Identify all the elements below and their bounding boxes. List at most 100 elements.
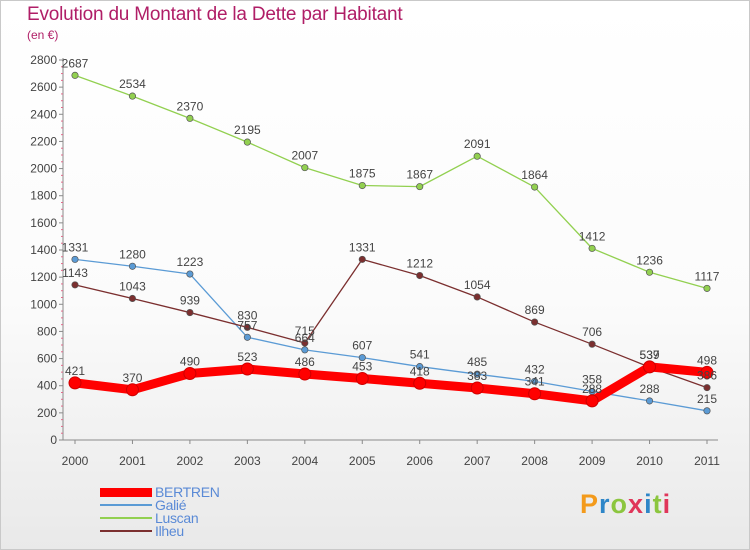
- x-tick-label: 2010: [636, 454, 663, 468]
- data-label: 498: [697, 353, 717, 367]
- x-tick-label: 2004: [291, 454, 318, 468]
- data-label: 539: [640, 348, 660, 362]
- y-tick-label: 0: [50, 433, 57, 447]
- x-tick-label: 2000: [62, 454, 89, 468]
- data-point: [301, 346, 309, 354]
- data-point: [531, 183, 539, 191]
- data-point: [416, 183, 424, 191]
- series-line-bertren: [70, 362, 712, 406]
- data-point: [358, 255, 366, 263]
- data-point: [358, 181, 366, 190]
- data-label: 1412: [579, 229, 606, 243]
- y-tick-label: 2600: [30, 80, 57, 94]
- x-tick-label: 2006: [406, 454, 433, 468]
- data-label: 490: [180, 355, 200, 369]
- data-label: 370: [122, 371, 142, 385]
- data-point: [703, 284, 711, 292]
- x-tick-label: 2001: [119, 454, 146, 468]
- data-label: 757: [237, 318, 257, 332]
- data-point: [588, 340, 596, 348]
- data-label: 2534: [119, 77, 146, 91]
- data-point: [186, 270, 194, 278]
- legend-label: Galié: [155, 497, 187, 513]
- data-point: [473, 152, 481, 160]
- data-point: [301, 164, 309, 172]
- data-point: [585, 394, 599, 408]
- legend-swatch: [100, 504, 152, 506]
- data-label: 1864: [521, 168, 548, 182]
- legend-item: Ilheu: [100, 523, 300, 539]
- x-tick-label: 2005: [349, 454, 376, 468]
- data-label: 341: [525, 375, 545, 389]
- chart-subtitle: (en €): [27, 28, 59, 42]
- data-label: 1212: [406, 257, 433, 271]
- data-label: 1331: [62, 240, 89, 254]
- data-point: [243, 323, 251, 331]
- data-label: 1331: [349, 240, 376, 254]
- y-tick-label: 200: [37, 406, 57, 420]
- legend-swatch: [100, 530, 152, 532]
- data-label: 1280: [119, 247, 146, 261]
- logo-letter: t: [652, 489, 663, 519]
- legend-item: Galié: [100, 497, 300, 513]
- data-label: 2687: [62, 56, 89, 70]
- logo-letter: P: [580, 489, 600, 519]
- data-label: 1143: [62, 266, 88, 280]
- data-point: [301, 339, 309, 347]
- data-point: [700, 365, 714, 379]
- data-point: [588, 244, 596, 252]
- x-tick-label: 2008: [521, 454, 548, 468]
- series-line-luscan: [74, 74, 708, 290]
- data-point: [183, 367, 197, 380]
- data-label: 1236: [636, 253, 663, 267]
- y-tick-label: 1200: [30, 270, 57, 284]
- logo-letter: i: [644, 489, 653, 519]
- data-point: [243, 138, 251, 146]
- data-label: 706: [582, 325, 602, 339]
- x-tick-label: 2009: [579, 454, 606, 468]
- series-line-ilheu: [74, 258, 708, 389]
- data-label: 2091: [464, 137, 491, 151]
- data-point: [470, 381, 484, 395]
- data-label: 486: [295, 355, 315, 369]
- data-point: [645, 268, 654, 276]
- data-point: [243, 333, 251, 341]
- data-point: [240, 362, 254, 376]
- data-label: 607: [352, 339, 372, 353]
- data-label: 939: [180, 294, 200, 308]
- data-point: [416, 363, 424, 371]
- logo-letter: r: [599, 489, 611, 519]
- data-point: [128, 294, 137, 303]
- x-tick-label: 2007: [464, 454, 491, 468]
- y-tick-label: 1600: [30, 216, 57, 230]
- data-label: 453: [352, 360, 372, 374]
- data-label: 2195: [234, 123, 261, 137]
- data-point: [643, 360, 657, 374]
- data-label: 2370: [177, 99, 204, 113]
- data-label: 869: [525, 303, 545, 317]
- data-label: 383: [467, 369, 487, 383]
- legend-label: Ilheu: [155, 523, 184, 539]
- y-tick-label: 2200: [30, 134, 57, 148]
- y-tick-label: 1400: [30, 243, 57, 257]
- y-tick-label: 2800: [30, 53, 57, 67]
- data-label: 523: [237, 350, 257, 364]
- data-point: [128, 92, 137, 100]
- data-point: [473, 293, 481, 301]
- logo-letter: o: [610, 489, 629, 519]
- data-point: [298, 367, 312, 381]
- data-label: 1875: [349, 167, 376, 181]
- y-tick-label: 2400: [30, 107, 57, 121]
- data-point: [531, 318, 539, 326]
- data-point: [358, 354, 366, 362]
- y-tick-label: 1000: [30, 297, 57, 311]
- data-point: [186, 309, 194, 317]
- data-point: [413, 376, 427, 390]
- data-label: 1117: [695, 269, 720, 283]
- data-label: 485: [467, 355, 487, 369]
- data-point: [703, 384, 711, 392]
- x-tick-label: 2003: [234, 454, 261, 468]
- y-tick-label: 400: [37, 379, 57, 393]
- data-label: 215: [697, 392, 717, 406]
